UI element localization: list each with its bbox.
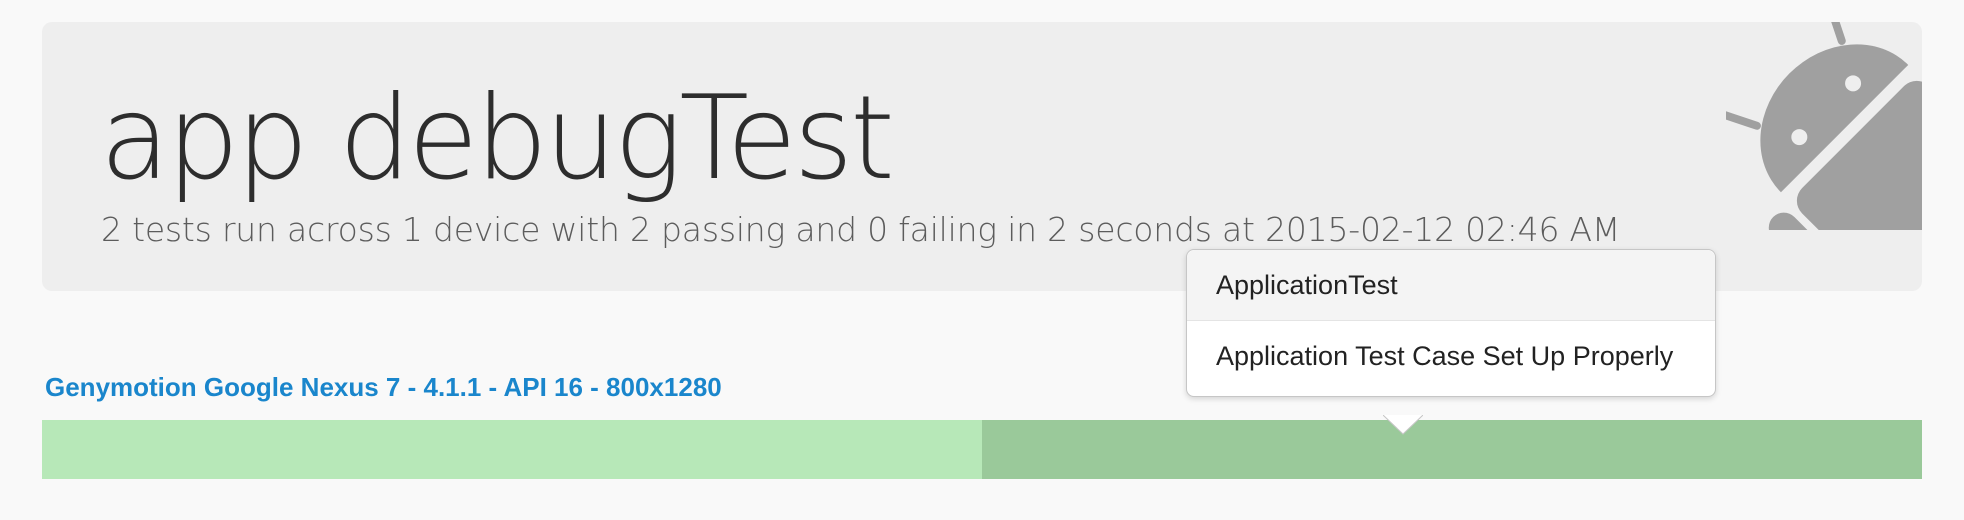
test-result-segment-application-test[interactable] [42,420,982,479]
android-icon [1726,22,1922,230]
test-result-segment-set-up-properly[interactable] [982,420,1922,479]
tooltip-test-name: Application Test Case Set Up Properly [1216,341,1674,371]
test-results-bar [42,420,1922,479]
device-name-link[interactable]: Genymotion Google Nexus 7 - 4.1.1 - API … [45,372,722,402]
run-summary: 2 tests run across 1 device with 2 passi… [101,210,1621,249]
report-header: app debugTest 2 tests run across 1 devic… [42,22,1922,291]
test-tooltip: ApplicationTest Application Test Case Se… [1186,249,1716,435]
page-title: app debugTest [100,69,895,206]
tooltip-class-name: ApplicationTest [1187,250,1715,321]
